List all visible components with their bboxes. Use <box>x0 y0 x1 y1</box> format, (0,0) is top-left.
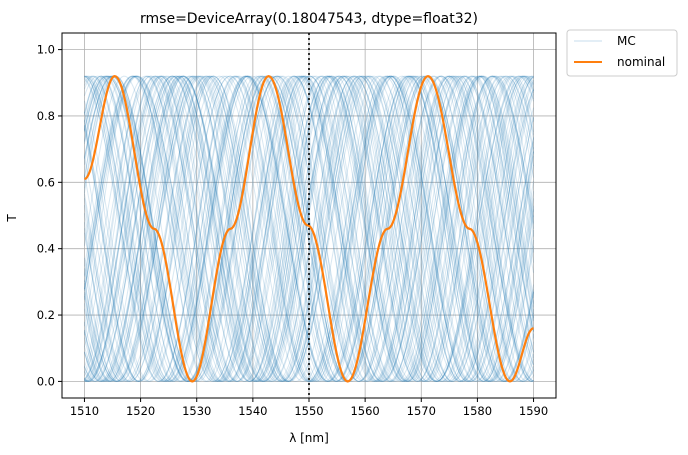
mc-line <box>84 75 535 382</box>
mc-line <box>83 75 534 382</box>
mc-line <box>84 75 534 382</box>
mc-line <box>84 75 534 382</box>
mc-line <box>83 75 535 382</box>
chart-title: rmse=DeviceArray(0.18047543, dtype=float… <box>140 11 478 27</box>
mc-line <box>84 75 535 382</box>
mc-line <box>84 75 534 382</box>
mc-line <box>83 75 534 382</box>
mc-line <box>83 75 535 382</box>
x-axis-ticks: 1510 1520 1530 1540 1550 1560 1570 1580 1590 <box>70 398 548 418</box>
mc-line <box>83 75 535 382</box>
x-tick-label: 1590 <box>519 404 548 418</box>
mc-line <box>83 75 535 382</box>
mc-line <box>83 75 534 382</box>
mc-line <box>83 75 535 382</box>
y-tick-label: 0.8 <box>37 109 55 123</box>
y-tick-label: 1.0 <box>37 43 55 57</box>
x-tick-label: 1540 <box>238 404 267 418</box>
y-tick-label: 0.2 <box>37 308 55 322</box>
mc-line <box>83 75 535 382</box>
mc-line <box>84 75 535 382</box>
mc-line <box>83 75 535 382</box>
mc-line <box>83 75 535 382</box>
mc-line <box>83 75 534 382</box>
mc-line <box>84 75 535 382</box>
x-tick-label: 1560 <box>350 404 379 418</box>
mc-line <box>83 75 534 382</box>
mc-line <box>83 75 535 382</box>
nominal-line <box>84 74 534 383</box>
mc-line <box>84 75 535 382</box>
mc-line <box>84 75 534 382</box>
nominal-series <box>84 74 534 383</box>
legend-nominal-label: nominal <box>617 55 665 69</box>
y-axis-ticks: 0.0 0.2 0.4 0.6 0.8 1.0 <box>37 43 62 388</box>
mc-line <box>83 75 534 382</box>
mc-line <box>83 75 534 382</box>
mc-line <box>83 75 535 382</box>
legend: MC nominal <box>566 29 678 77</box>
y-tick-label: 0.6 <box>37 175 55 189</box>
x-tick-label: 1530 <box>182 404 211 418</box>
mc-line <box>83 75 535 382</box>
mc-line <box>83 75 534 382</box>
x-tick-label: 1520 <box>126 404 155 418</box>
x-axis-label: λ [nm] <box>289 431 329 445</box>
mc-line <box>83 75 534 382</box>
x-tick-label: 1570 <box>407 404 436 418</box>
mc-line <box>83 75 535 382</box>
x-tick-label: 1510 <box>70 404 99 418</box>
legend-box <box>566 29 678 77</box>
y-tick-label: 0.4 <box>37 242 55 256</box>
mc-line <box>83 75 535 382</box>
mc-line <box>83 75 535 382</box>
mc-line <box>83 75 534 382</box>
mc-line <box>84 75 535 382</box>
mc-line <box>83 75 535 382</box>
legend-mc-label: MC <box>617 34 636 48</box>
mc-line <box>83 75 535 382</box>
x-tick-label: 1580 <box>463 404 492 418</box>
mc-line <box>83 75 535 382</box>
mc-series <box>83 75 535 382</box>
mc-line <box>83 75 535 382</box>
mc-line <box>83 75 535 382</box>
mc-line <box>84 75 535 382</box>
mc-line <box>83 75 535 382</box>
mc-line <box>83 75 534 382</box>
mc-line <box>83 75 535 382</box>
x-tick-label: 1550 <box>294 404 323 418</box>
mc-line <box>84 75 535 382</box>
mc-line <box>83 75 534 382</box>
mc-line <box>83 75 535 382</box>
mc-line <box>83 75 535 382</box>
mc-line <box>83 75 535 382</box>
mc-line <box>83 75 535 382</box>
mc-line <box>83 75 534 382</box>
mc-line <box>83 75 535 382</box>
mc-line <box>84 75 535 382</box>
mc-line <box>83 75 535 382</box>
y-tick-label: 0.0 <box>37 374 55 388</box>
mc-line <box>84 75 535 382</box>
mc-line <box>83 75 535 382</box>
mc-line <box>83 75 535 382</box>
mc-line <box>83 75 535 382</box>
mc-line <box>83 75 535 382</box>
mc-line <box>83 75 535 382</box>
mc-line <box>83 75 535 382</box>
mc-line <box>83 75 535 382</box>
y-axis-label: T <box>5 214 19 223</box>
mc-line <box>84 75 535 382</box>
mc-line <box>84 75 534 382</box>
